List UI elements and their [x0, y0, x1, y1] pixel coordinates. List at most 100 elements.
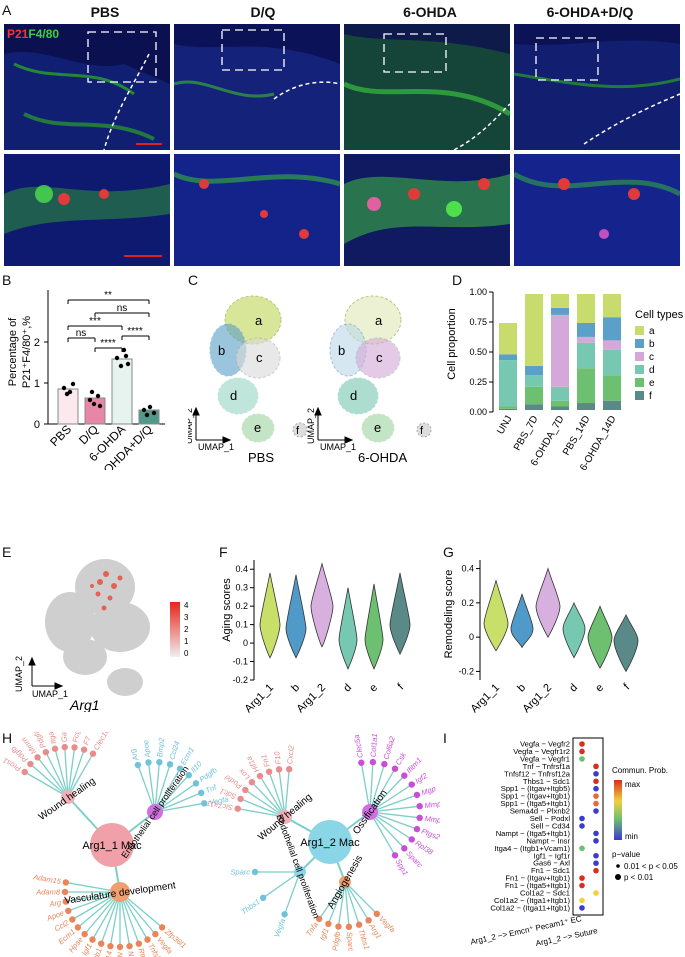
f-ytick: 0.3 — [235, 583, 248, 593]
umap-pbs: a b c d e f — [209, 295, 308, 443]
h-gene-label: Ccl24 — [167, 740, 181, 761]
i-dot — [579, 905, 585, 911]
h-gene-node — [61, 888, 69, 896]
h-gene-label: Spp1 — [394, 857, 411, 877]
h-gene-node — [21, 768, 28, 776]
d-ytick: 0.00 — [469, 407, 487, 417]
f-cat: e — [367, 682, 380, 695]
i-dot — [593, 778, 599, 785]
g-cat: e — [593, 682, 606, 695]
i-pair-label: Col1a2 − (Itga11+Itgb1) — [490, 903, 570, 912]
h-gene-label: Arg — [48, 898, 63, 909]
h-gene-node — [185, 771, 192, 779]
violin-g: Remodeling score 0.4 0.2 0 -0.2 Arg1_1 bArg1… — [443, 560, 639, 715]
d-bar-seg — [603, 294, 621, 318]
h-gene-label: Mmp13 — [424, 798, 440, 810]
e-scale-3: 3 — [184, 613, 189, 622]
h-gene-label: Il10 — [189, 759, 204, 775]
h-gene-node — [416, 802, 423, 810]
g-violin — [483, 579, 509, 652]
i-pair-label: Itga4 − (Itgb1+Vcam1) — [494, 844, 570, 853]
h-gene-label: Thbs1 — [356, 928, 371, 951]
g-ytick: 0 — [469, 632, 474, 642]
h-gene-node — [197, 789, 205, 797]
i-dot — [593, 890, 599, 896]
e-scale-1: 1 — [184, 637, 189, 646]
f-ytick: -0.1 — [232, 657, 248, 667]
f-ytick: 0 — [243, 638, 248, 648]
h-gene-node — [51, 745, 59, 752]
zoom-micrograph-6ohda — [344, 154, 510, 266]
d-ytick: 0.50 — [469, 347, 487, 357]
h-gene-label: Nrp1 — [116, 952, 125, 957]
c-ux-1: UMAP_1 — [198, 442, 234, 452]
h-gene-node — [251, 868, 259, 876]
d-legend-swatch — [635, 365, 644, 374]
h-term-node — [61, 790, 75, 804]
d-bar-seg — [499, 406, 517, 409]
e-scale-0: 0 — [184, 649, 189, 658]
panel-label-i: I — [443, 730, 447, 746]
h-gene-node — [373, 910, 381, 918]
g-ytick: -0.2 — [458, 666, 474, 676]
h-gene-label: F10 — [272, 750, 283, 765]
column-title-dq: D/Q — [250, 4, 276, 20]
h-gene-node — [413, 825, 421, 833]
i-pair-label: Thbs1 − Sdc1 — [523, 777, 570, 786]
g-cat: b — [515, 682, 528, 695]
d-bar-seg — [603, 340, 621, 350]
d-ytick: 0.75 — [469, 317, 487, 327]
h-gene-node — [355, 921, 363, 928]
c-ohda-label-d: d — [350, 388, 357, 403]
h-hub-label: Arg1_2 Mac — [300, 837, 360, 849]
h-gene-node — [408, 836, 415, 843]
c-pbs-label-a: a — [255, 313, 263, 328]
g-ytick: 0.2 — [461, 598, 474, 608]
b-ylabel-2: P21⁺F4/80⁺,% — [21, 316, 33, 388]
c-uy-1: UMAP_2 — [188, 408, 194, 444]
g-ylabel: Remodeling score — [443, 570, 455, 659]
c-cond-pbs: PBS — [248, 450, 274, 465]
i-pair-label: Spp1 − (Itgav+Itgb5) — [501, 784, 571, 793]
i-pair-label: Sema4d − Plxnb2 — [510, 807, 570, 816]
h-gene-node — [408, 781, 415, 788]
h-gene-node — [401, 845, 408, 852]
d-bar-seg — [551, 307, 569, 315]
column-title-6ohda: 6-OHDA — [403, 4, 457, 20]
micrograph-6ohda — [344, 24, 510, 150]
h-gene-node — [81, 930, 88, 938]
h-gene-node — [381, 760, 388, 768]
d-bar-seg — [603, 400, 621, 410]
i-pair-label: Sell − Podxl — [530, 814, 571, 823]
h-gene-label: Thbs1 — [239, 897, 261, 916]
h-gene-node — [335, 923, 342, 930]
h-gene-node — [365, 917, 372, 924]
panel-label-e: E — [2, 544, 12, 560]
i-pair-label: Col1a2 − Sdc1 — [520, 889, 570, 898]
h-gene-node — [401, 772, 408, 779]
d-bar-seg — [577, 342, 595, 369]
d-bar-seg — [603, 317, 621, 341]
i-dot — [593, 860, 599, 866]
d-bar-seg — [603, 349, 621, 376]
h-gene-node — [89, 936, 96, 943]
i-dot — [579, 882, 585, 889]
d-legend-label: c — [649, 352, 654, 363]
f-cat: Arg1_2 — [295, 682, 329, 716]
h-term-node — [294, 866, 306, 878]
c-pbs-label-b: b — [218, 343, 225, 358]
i-dot — [593, 793, 599, 799]
h-term-node — [278, 810, 292, 824]
d-bar-seg — [525, 294, 543, 366]
i-pair-label: Col1a2 − (Itga1+Itgb1) — [494, 896, 570, 905]
h-gene-label: Mmp14 — [424, 814, 440, 826]
i-max: max — [625, 780, 640, 789]
d-bar-seg — [577, 403, 595, 410]
b-sig-3: ns — [76, 328, 87, 339]
i-pair-label: Spp1 − (Itgav+Itgb1) — [501, 792, 571, 801]
h-gene-node — [265, 768, 273, 775]
i-pair-label: Fn1 − (Itga5+Itgb1) — [505, 881, 570, 890]
d-legend-label: f — [649, 391, 652, 402]
h-gene-node — [134, 761, 142, 769]
